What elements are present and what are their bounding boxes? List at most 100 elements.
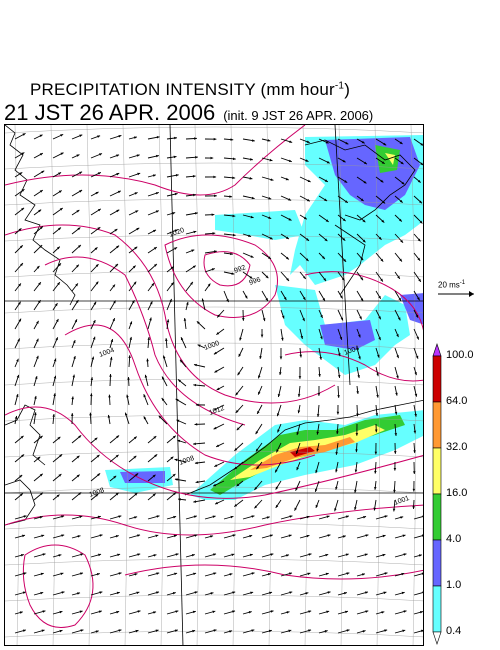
wind-vector-head (365, 591, 368, 594)
wind-vector-head (39, 473, 43, 477)
wind-vector-head (36, 355, 39, 359)
colorbar-label: 100.0 (446, 349, 474, 361)
wind-vector-head (306, 238, 310, 241)
wind-vector-head (335, 452, 338, 455)
wind-vector-head (78, 435, 82, 439)
wind-vector-head (74, 319, 77, 323)
wind-vector-head (418, 278, 421, 282)
wind-vector-head (236, 427, 240, 431)
wind-vector-head (316, 448, 319, 452)
wind-vector-head (116, 610, 120, 614)
wind-vector-head (152, 493, 156, 497)
wind-vector-head (345, 610, 348, 614)
wind-vector-head (192, 265, 196, 269)
wind-vector-head (335, 486, 338, 490)
wind-vector-head (400, 239, 404, 243)
wind-vector-head (415, 314, 419, 318)
wind-vector-head (384, 515, 388, 518)
wind-vector-head (193, 363, 197, 367)
wind-vector-head (79, 610, 83, 614)
wind-vector-head (316, 431, 319, 435)
wind-vector-head (383, 142, 387, 146)
wind-vector-head (155, 534, 159, 538)
wind-vector-head (285, 177, 289, 181)
wind-vector-head (133, 281, 137, 285)
wind-vector-head (210, 592, 214, 595)
wind-vector-head (417, 297, 420, 301)
wind-vector-head (42, 610, 46, 613)
wind-vector-head (418, 554, 422, 557)
isobar-line (5, 125, 306, 196)
wind-vector-head (207, 283, 211, 287)
wind-vector-head (20, 553, 24, 557)
grid-parallel (5, 126, 423, 134)
wind-vector-head (40, 591, 44, 595)
wind-vector-head (15, 393, 19, 397)
wind-vector-head (297, 394, 301, 397)
wind-vector-head (163, 355, 166, 359)
wind-vector-head (91, 356, 95, 360)
wind-vector-head (359, 316, 362, 320)
wind-vector-head (76, 264, 79, 268)
colorbar-box (432, 493, 442, 541)
wind-vector-head (56, 246, 60, 250)
wind-vector-head (302, 318, 305, 322)
wind-vector-head (172, 212, 176, 215)
wind-vector-head (173, 515, 177, 519)
wind-vector-head (210, 535, 214, 538)
wind-vector-head (59, 208, 63, 211)
wind-vector-head (413, 450, 416, 454)
wind-vector-head (61, 534, 65, 537)
isobar-line (203, 251, 251, 287)
isobar-line (5, 504, 423, 536)
wind-vector-head (232, 534, 236, 537)
wind-vector-head (39, 516, 43, 519)
wind-vector-head (22, 133, 26, 136)
wind-vector-head (360, 198, 364, 202)
wind-vector-head (380, 179, 384, 183)
wind-vector-head (193, 500, 197, 503)
wind-vector-head (344, 200, 348, 203)
wind-vector-head (58, 263, 61, 267)
wind-vector-head (195, 480, 199, 484)
wind-vector-head (79, 171, 83, 175)
wind-vector-head (354, 507, 357, 510)
wind-vector-head (392, 508, 396, 512)
wind-vector-head (364, 553, 368, 557)
wind-vector-head (262, 318, 266, 322)
wind-vector-head (380, 278, 383, 282)
wind-vector-head (155, 192, 159, 195)
grid-parallel (5, 522, 423, 530)
wind-vector-head (395, 392, 398, 396)
wind-vector-head (303, 276, 306, 280)
grid-meridian (302, 125, 308, 645)
wind-vector-head (194, 461, 198, 465)
colorbar-box (432, 355, 442, 403)
wind-vector (413, 592, 423, 596)
wind-vector-head (211, 213, 215, 217)
wind-vector-head (16, 358, 19, 362)
wind-vector-head (38, 209, 42, 213)
wind-vector-head (317, 393, 321, 396)
wind-vector-head (374, 451, 378, 455)
wind-vector-head (196, 321, 200, 325)
wind-vector-head (306, 198, 310, 202)
wind-vector-head (52, 413, 55, 417)
wind-vector-head (257, 410, 260, 414)
wind-vector-head (213, 137, 217, 141)
wind-vector-head (114, 229, 118, 232)
wind-vector-head (97, 172, 101, 175)
wind-vector-head (341, 277, 345, 281)
wind-vector-head (354, 489, 357, 493)
wind-vector-head (93, 301, 97, 305)
wind-vector-head (269, 236, 273, 240)
wind-vector-head (419, 610, 423, 614)
wind-vector-head (260, 334, 264, 338)
wind-vector-head (378, 337, 381, 341)
wind-vector-head (356, 391, 359, 394)
wind-vector-head (254, 505, 258, 509)
wind-vector-head (60, 152, 64, 156)
colorbar-box (432, 539, 442, 587)
wind-vector-head (149, 317, 152, 321)
wind-vector-head (193, 193, 196, 197)
